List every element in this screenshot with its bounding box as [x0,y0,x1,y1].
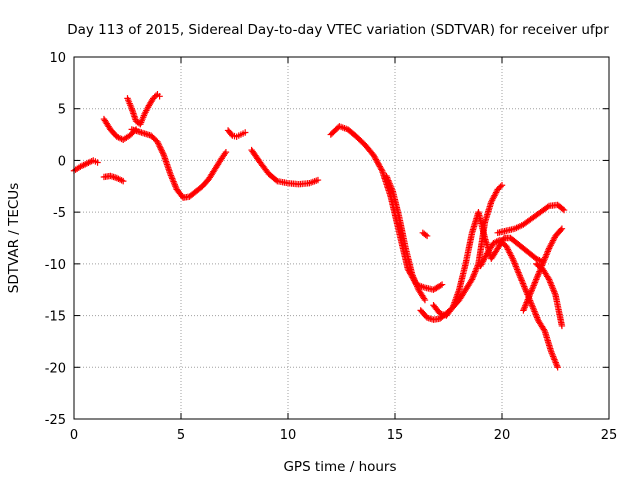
y-tick-label: -15 [45,310,66,325]
data-point-fill [159,150,167,157]
data-point [154,138,161,146]
data-point-fill [495,184,503,192]
tick-labels: 0 5 10 15 20 25 -25 -20 -15 -10 -5 0 5 10 [45,51,618,443]
y-axis-label: SDTVAR / TECUs [6,183,22,293]
series-arc-15 [520,225,566,314]
data-point [498,182,506,189]
data-point [222,148,230,156]
x-tick-label: 20 [494,428,511,443]
data-point-fill [157,144,164,151]
data-points [70,91,568,371]
data-point-fill [378,166,385,173]
series-arc-7 [248,146,322,188]
series-arc-12 [430,208,546,319]
data-point [94,159,101,166]
data-point [438,281,446,288]
data-point-fill [557,226,565,234]
series-arc-2 [100,172,127,185]
data-point-fill [559,205,566,213]
y-tick-label: -25 [45,413,66,428]
series-arc-16 [533,260,566,330]
data-point [314,176,322,184]
y-tick-label: -10 [45,258,66,273]
data-point-fill [151,93,158,101]
data-point-fill [157,146,165,153]
data-point-fill [422,231,429,239]
y-tick-label: 5 [58,103,66,118]
data-point-fill [437,282,444,289]
data-point-fill [156,143,163,150]
data-point-fill [420,295,428,302]
data-point-fill [152,92,160,99]
data-point-fill [272,176,280,184]
y-tick-label: -5 [53,206,66,221]
data-point-fill [159,149,166,156]
y-tick-label: -20 [45,361,66,376]
data-point-fill [540,326,548,333]
data-point [120,177,127,185]
series-arc-10 [419,229,431,240]
data-point [554,364,561,371]
x-tick-label: 5 [177,428,185,443]
chart-title: Day 113 of 2015, Sidereal Day-to-day VTE… [67,22,609,38]
data-point-fill [497,183,504,190]
plot-border [73,56,610,420]
data-point-fill [158,147,165,154]
series-arc-5 [128,126,230,201]
data-point-fill [544,203,551,211]
series-arc-4 [124,91,163,128]
x-tick-label: 10 [280,428,297,443]
data-point [560,206,568,214]
data-point-fill [228,131,235,138]
data-point [494,186,501,193]
data-point [558,322,566,330]
series-arc-6 [224,127,249,140]
data-point [423,232,431,240]
tick-marks [73,56,610,420]
data-point-fill [154,140,162,147]
series-arc-9 [383,172,429,304]
x-tick-label: 0 [70,428,78,443]
data-point [149,95,157,102]
data-point [558,225,566,232]
data-point [242,129,249,136]
x-axis-label: GPS time / hours [283,459,396,475]
x-tick-label: 25 [601,428,618,443]
data-point [156,93,163,100]
data-point-fill [155,141,163,148]
series-arc-14 [494,201,568,237]
y-tick-label: 0 [58,154,66,169]
x-tick-label: 15 [387,428,404,443]
y-tick-label: 10 [49,51,66,66]
data-point [421,296,429,304]
